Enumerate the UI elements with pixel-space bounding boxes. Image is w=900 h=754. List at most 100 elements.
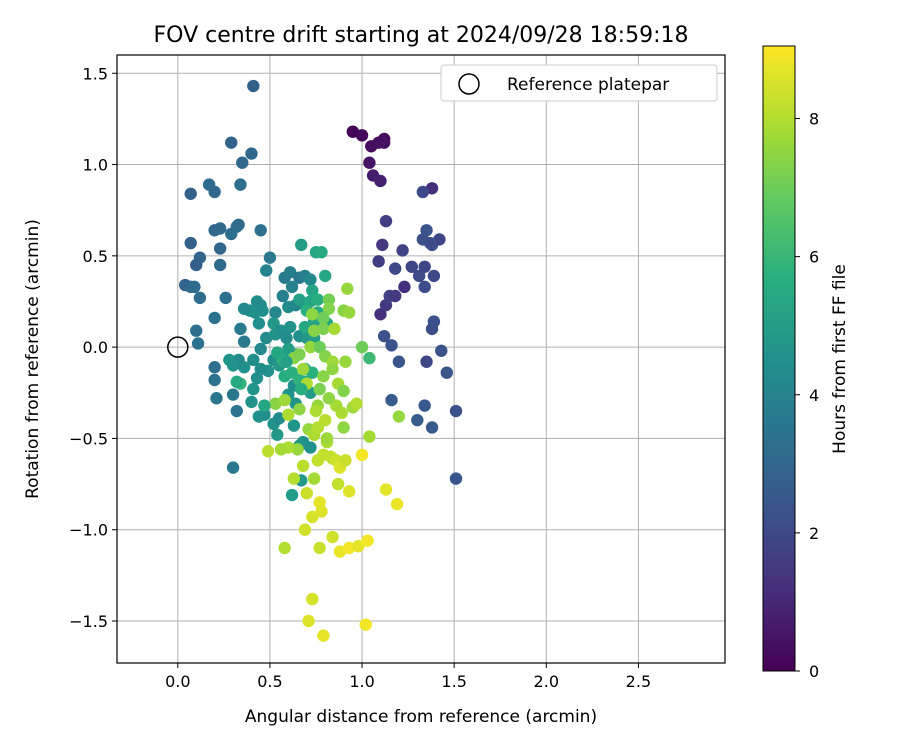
data-point bbox=[306, 592, 319, 606]
chart-title: FOV centre drift starting at 2024/09/28 … bbox=[154, 23, 689, 48]
data-point bbox=[276, 289, 290, 303]
y-axis-ticks: −1.5 −1.0 −0.5 0.0 0.5 1.0 1.5 bbox=[69, 64, 117, 631]
data-point bbox=[309, 404, 323, 418]
data-point bbox=[252, 410, 266, 423]
data-point bbox=[261, 445, 275, 458]
data-point bbox=[313, 382, 326, 396]
data-point bbox=[291, 443, 304, 456]
legend: Reference platepar bbox=[440, 64, 718, 102]
y-tick-label: 0.0 bbox=[83, 338, 108, 357]
data-point bbox=[190, 324, 203, 337]
data-point bbox=[245, 147, 258, 160]
data-point bbox=[282, 342, 295, 356]
data-point bbox=[252, 317, 266, 330]
data-point bbox=[420, 355, 433, 368]
data-point bbox=[311, 421, 325, 434]
data-point bbox=[184, 236, 197, 250]
data-point bbox=[306, 510, 319, 524]
data-point bbox=[230, 375, 243, 389]
data-point bbox=[213, 222, 227, 235]
colorbar-gradient bbox=[762, 45, 796, 672]
data-point bbox=[355, 340, 369, 354]
data-point bbox=[293, 403, 306, 416]
data-point bbox=[263, 251, 277, 264]
colorbar-tick-label: 8 bbox=[809, 110, 819, 129]
data-point bbox=[342, 485, 356, 498]
colorbar-label: Hours from first FF file bbox=[830, 264, 850, 454]
data-point bbox=[379, 214, 393, 228]
data-point bbox=[188, 280, 201, 294]
data-point bbox=[396, 244, 409, 257]
data-point bbox=[331, 477, 345, 491]
data-point bbox=[247, 353, 260, 367]
colorbar-tick-label: 0 bbox=[809, 662, 819, 681]
y-tick-label: −1.5 bbox=[69, 612, 108, 631]
data-point bbox=[306, 284, 319, 297]
data-point bbox=[317, 629, 330, 642]
data-point bbox=[208, 361, 221, 374]
data-point bbox=[377, 329, 391, 343]
data-point bbox=[295, 382, 308, 396]
data-point bbox=[300, 486, 313, 500]
data-point bbox=[237, 335, 251, 348]
data-point bbox=[304, 340, 317, 354]
data-point bbox=[363, 351, 376, 365]
data-point bbox=[317, 322, 330, 336]
data-point bbox=[208, 373, 221, 387]
data-point bbox=[322, 302, 336, 315]
data-point bbox=[350, 397, 363, 410]
data-point bbox=[390, 497, 404, 511]
data-point bbox=[287, 419, 301, 432]
data-point bbox=[237, 302, 251, 315]
data-point bbox=[337, 384, 350, 398]
y-tick-label: −1.0 bbox=[69, 521, 108, 540]
y-tick-label: −0.5 bbox=[69, 429, 108, 448]
data-point bbox=[296, 459, 310, 473]
data-point bbox=[307, 324, 321, 337]
data-point bbox=[247, 382, 260, 396]
data-point bbox=[322, 392, 336, 405]
data-point bbox=[184, 187, 197, 200]
y-axis-label: Rotation from reference (arcmin) bbox=[23, 219, 43, 499]
data-point bbox=[355, 129, 369, 142]
data-point bbox=[363, 430, 376, 443]
data-point bbox=[296, 362, 310, 376]
data-point bbox=[213, 258, 227, 272]
data-point bbox=[234, 322, 247, 336]
colorbar: 0 2 4 6 8 Hours from first FF file bbox=[762, 45, 850, 681]
data-point bbox=[250, 371, 264, 385]
data-point bbox=[230, 404, 243, 418]
data-point bbox=[328, 322, 341, 336]
data-point bbox=[295, 238, 308, 252]
data-point bbox=[247, 79, 260, 93]
x-tick-label: 2.0 bbox=[534, 672, 559, 691]
data-point bbox=[226, 461, 240, 474]
data-point bbox=[254, 224, 267, 237]
data-point bbox=[363, 156, 376, 169]
data-point bbox=[385, 339, 398, 352]
data-point bbox=[435, 344, 448, 357]
data-point bbox=[379, 483, 393, 496]
data-point bbox=[418, 280, 431, 294]
data-point bbox=[287, 472, 301, 485]
plot-frame bbox=[116, 54, 726, 664]
data-point bbox=[411, 413, 424, 427]
data-point bbox=[449, 404, 463, 418]
data-point bbox=[317, 370, 330, 383]
data-point bbox=[304, 441, 317, 454]
data-point bbox=[424, 236, 437, 250]
data-point bbox=[285, 488, 299, 502]
y-tick-label: 1.0 bbox=[83, 156, 108, 175]
data-point bbox=[392, 355, 406, 368]
data-point bbox=[311, 454, 325, 467]
data-point bbox=[283, 320, 297, 334]
data-point bbox=[337, 421, 350, 434]
data-point bbox=[258, 399, 271, 412]
data-point bbox=[416, 185, 430, 199]
data-point bbox=[307, 472, 321, 485]
data-point bbox=[355, 448, 369, 462]
data-point bbox=[190, 258, 203, 272]
data-point bbox=[293, 348, 306, 361]
data-point bbox=[271, 346, 284, 359]
